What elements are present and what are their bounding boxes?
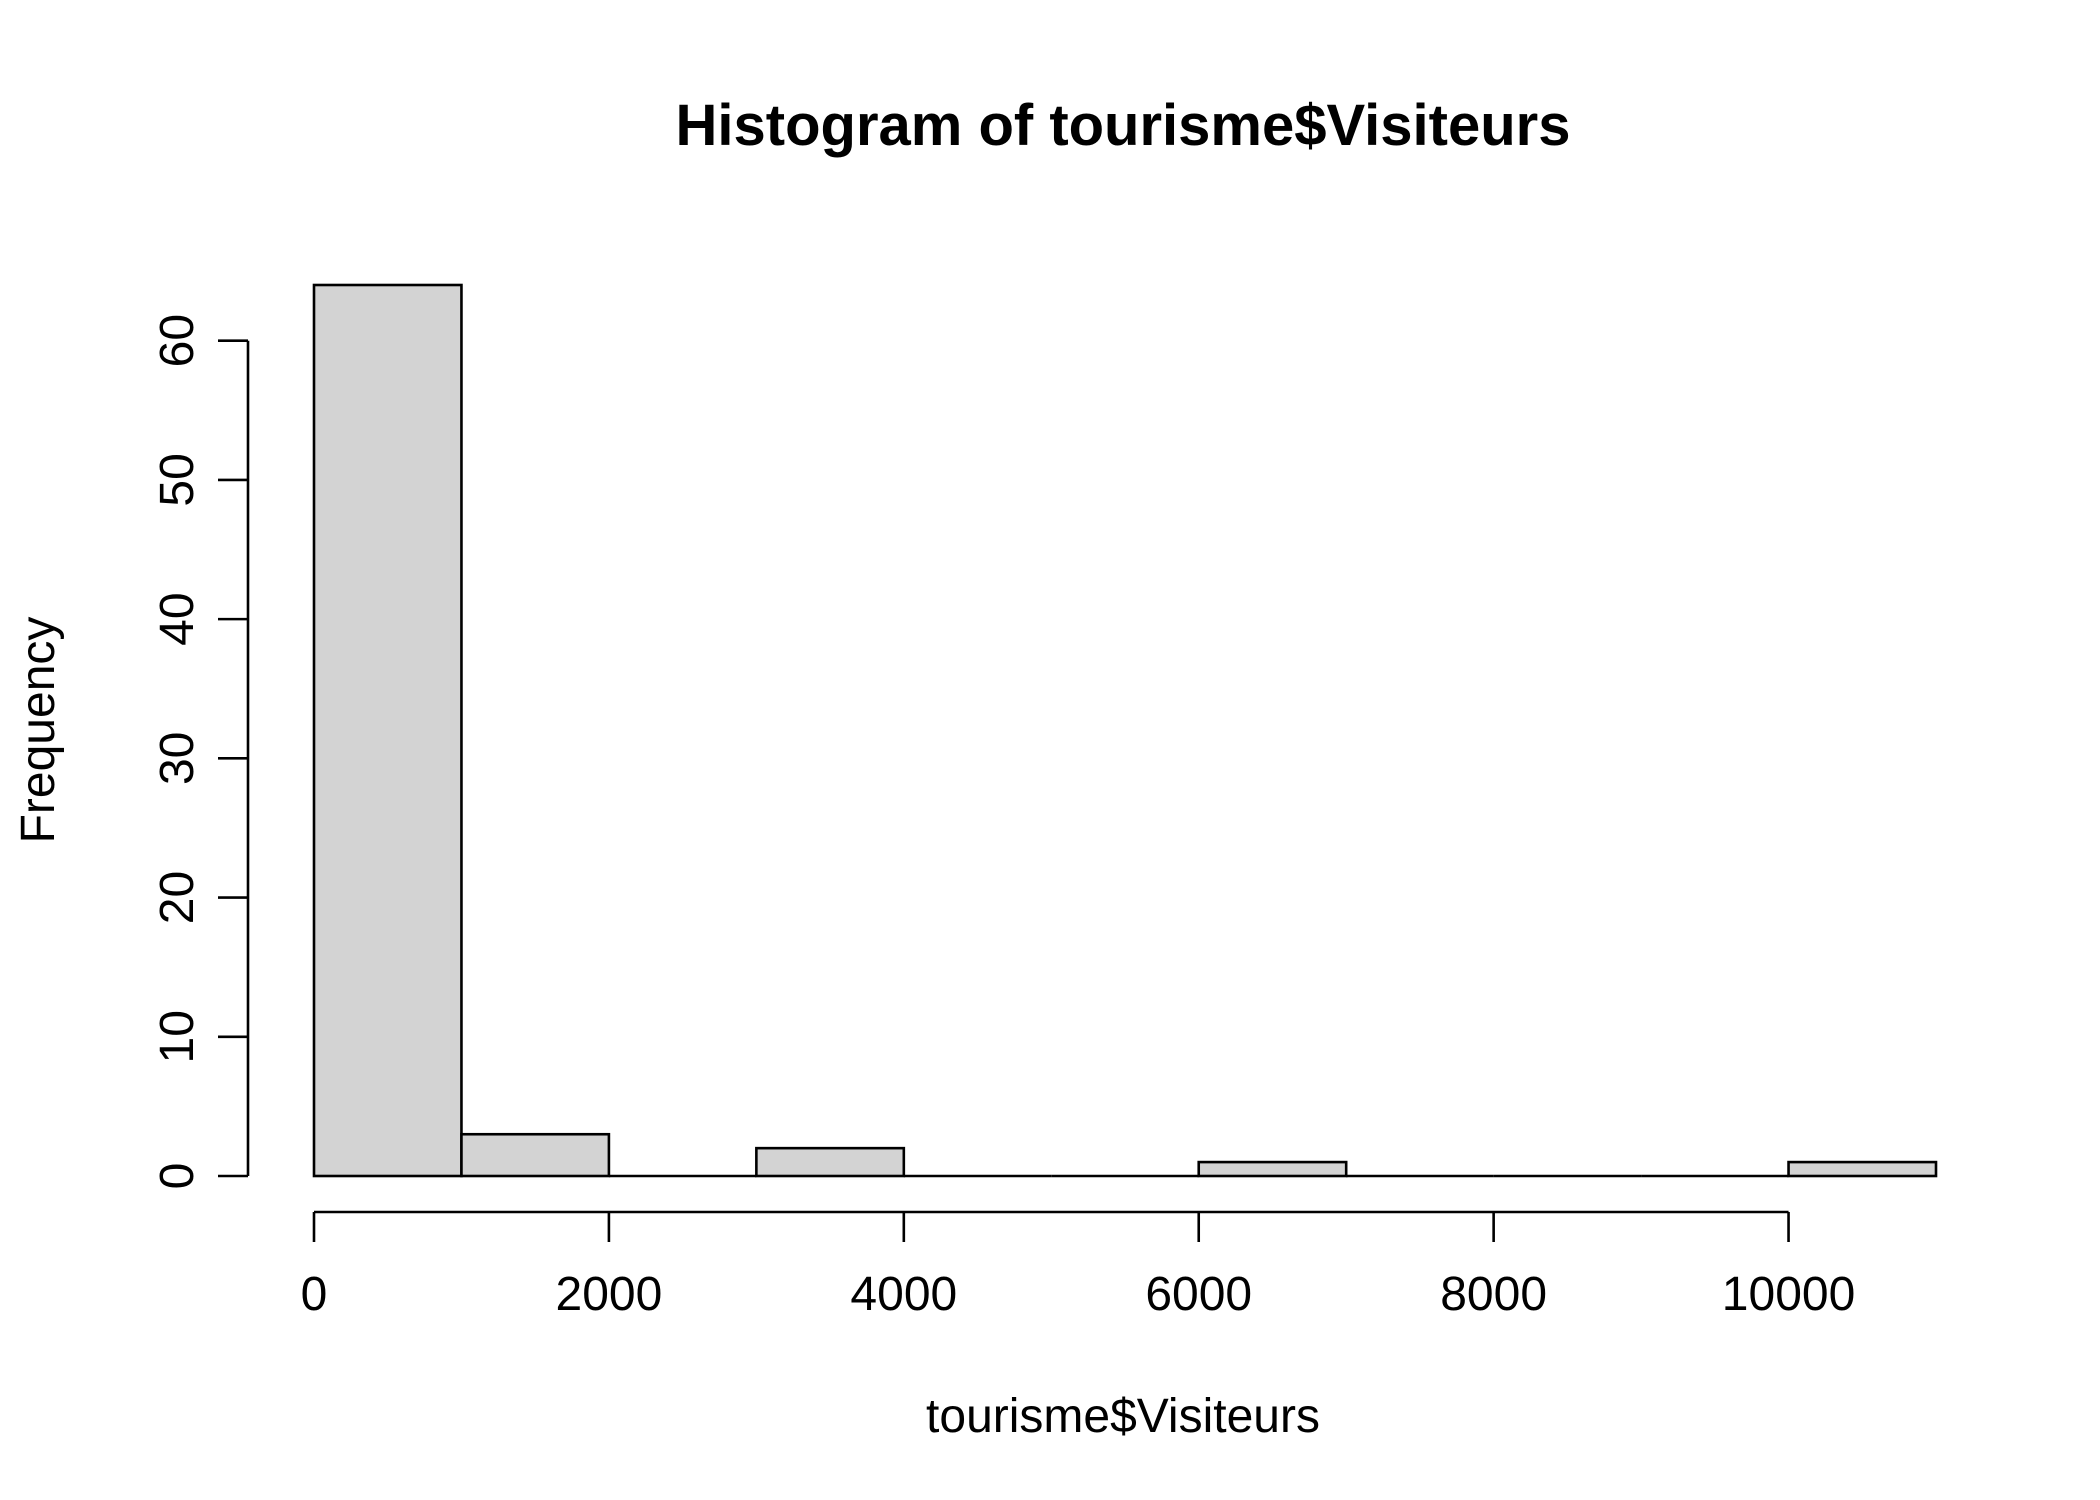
x-tick-label: 0 xyxy=(301,1268,328,1321)
histogram-bar xyxy=(1787,1160,1938,1178)
histogram-bars xyxy=(312,283,1938,1178)
y-tick-label: 50 xyxy=(151,453,204,506)
histogram-bar xyxy=(755,1146,906,1178)
x-tick-label: 2000 xyxy=(556,1268,663,1321)
x-tick-label: 4000 xyxy=(850,1268,957,1321)
y-tick-label: 20 xyxy=(151,871,204,924)
y-tick-label: 10 xyxy=(151,1010,204,1063)
x-axis-label: tourisme$Visiteurs xyxy=(926,1390,1320,1443)
y-tick-label: 0 xyxy=(151,1163,204,1190)
x-tick-label: 8000 xyxy=(1440,1268,1547,1321)
y-axis-label: Frequency xyxy=(12,617,65,844)
x-tick-label: 10000 xyxy=(1722,1268,1855,1321)
y-axis: 0 10 20 30 40 50 60 xyxy=(151,314,250,1190)
y-tick-label: 40 xyxy=(151,592,204,645)
histogram-bar xyxy=(460,1132,611,1178)
x-axis: 0 2000 4000 6000 8000 10000 xyxy=(301,1210,1855,1321)
chart-title: Histogram of tourisme$Visiteurs xyxy=(676,93,1571,158)
y-tick-label: 60 xyxy=(151,314,204,367)
histogram-bar xyxy=(312,283,463,1178)
histogram-bar xyxy=(1197,1160,1348,1178)
y-tick-label: 30 xyxy=(151,732,204,785)
x-tick-label: 6000 xyxy=(1145,1268,1252,1321)
